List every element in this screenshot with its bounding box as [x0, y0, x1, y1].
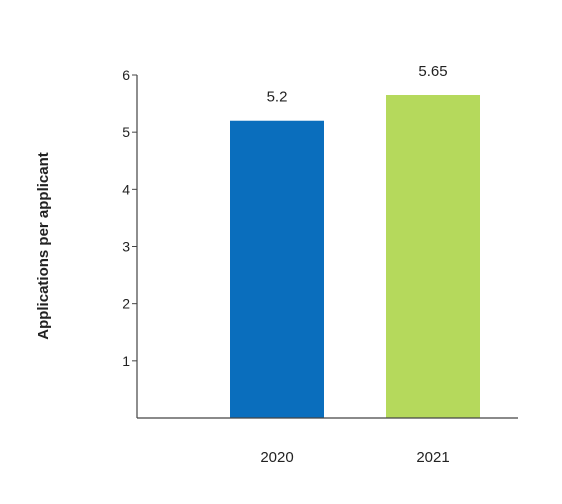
data-labels: 5.2 5.65: [267, 63, 448, 106]
bar-2021: [386, 95, 480, 418]
bars: [230, 95, 480, 418]
y-tick-label: 5: [122, 124, 130, 140]
x-category-label-2021: 2021: [416, 449, 449, 466]
data-label-2020: 5.2: [267, 89, 288, 106]
y-axis-title-group: Applications per applicant: [35, 152, 52, 340]
y-axis-title: Applications per applicant: [35, 152, 52, 340]
y-tick-label: 3: [122, 239, 130, 255]
y-tick-label: 2: [122, 296, 130, 312]
x-category-label-2020: 2020: [260, 449, 293, 466]
data-label-2021: 5.65: [418, 63, 447, 80]
x-axis-categories: 2020 2021: [260, 449, 449, 466]
y-tick-label: 1: [122, 353, 130, 369]
y-axis-ticks: 1 2 3 4 5 6: [122, 67, 137, 369]
y-tick-label: 4: [122, 181, 130, 197]
y-tick-label: 6: [122, 67, 130, 83]
axes: [136, 75, 518, 419]
bar-2020: [230, 120, 324, 418]
